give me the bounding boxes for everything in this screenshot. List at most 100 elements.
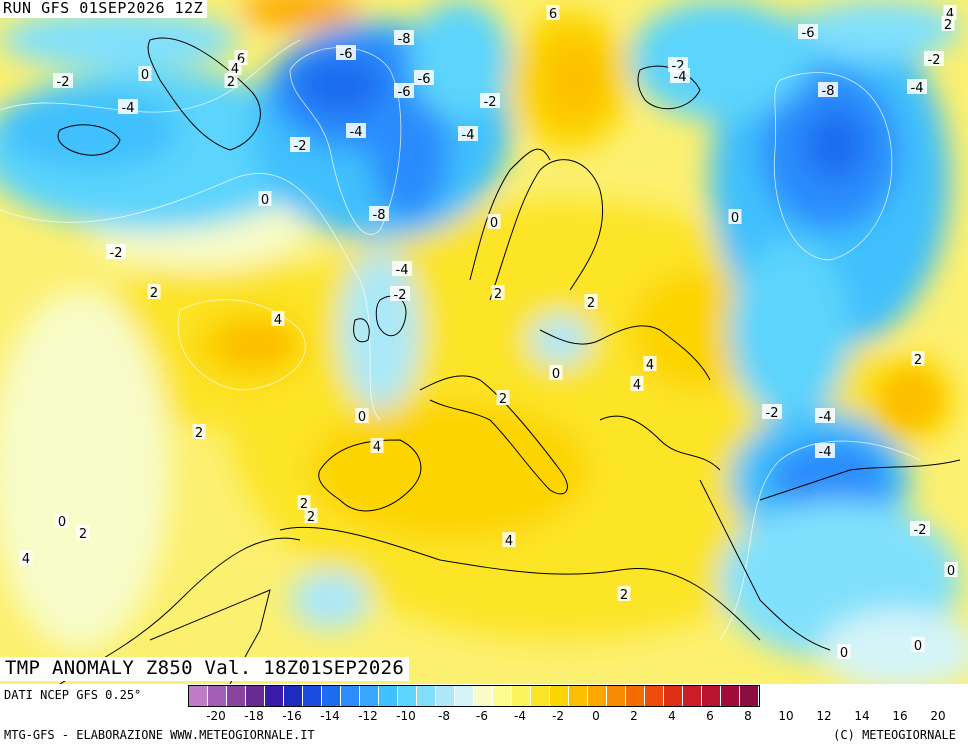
contour-label-bg: [297, 495, 311, 510]
contour-label: 4: [646, 358, 654, 373]
contour-label: 0: [914, 639, 922, 654]
contour-label-bg: [911, 637, 925, 652]
contour-label: -4: [674, 70, 687, 85]
contour-label: 2: [587, 296, 595, 311]
contour-label: -2: [294, 139, 307, 154]
contour-label-bg: [414, 70, 434, 85]
legend-tick-label: 0: [592, 709, 600, 723]
contour-label-bg: [394, 30, 414, 45]
legend-swatch: [341, 686, 360, 706]
contour-label-bg: [643, 356, 657, 371]
contour-label-bg: [369, 206, 389, 221]
legend-tick-label: -4: [514, 709, 526, 723]
contour-label-bg: [670, 68, 690, 83]
contour-label-bg: [798, 24, 818, 39]
contour-label: 2: [307, 510, 315, 525]
contour-label: 4: [633, 378, 641, 393]
legend-swatch: [284, 686, 303, 706]
legend-swatch: [227, 686, 246, 706]
legend-tick-label: -18: [244, 709, 264, 723]
legend-swatch: [531, 686, 550, 706]
contour-label-bg: [546, 5, 560, 20]
contour-label: -2: [914, 523, 927, 538]
contour-label: 2: [914, 353, 922, 368]
contour-label-bg: [19, 550, 33, 565]
legend-swatch: [569, 686, 588, 706]
legend-swatch: [493, 686, 512, 706]
contour-label-bg: [147, 284, 161, 299]
contour-label: 2: [79, 527, 87, 542]
legend-swatch: [379, 686, 398, 706]
contour-label-bg: [480, 93, 500, 108]
contour-label-bg: [390, 286, 410, 301]
contour-label: -4: [350, 125, 363, 140]
coastlines: [57, 37, 961, 684]
contour-label: 0: [358, 410, 366, 425]
contour-label: 0: [731, 211, 739, 226]
contour-label: -6: [802, 26, 815, 41]
contour-label-bg: [394, 83, 414, 98]
contour-label: 6: [549, 7, 557, 22]
contour-label: 2: [227, 75, 235, 90]
legend-tick-label: 10: [778, 709, 794, 723]
contour-label-bg: [76, 525, 90, 540]
contour-label: 4: [274, 313, 282, 328]
legend-swatch: [664, 686, 683, 706]
legend-tick-label: -2: [552, 709, 564, 723]
credit-text: MTG-GFS - ELABORAZIONE WWW.METEOGIORNALE…: [4, 728, 315, 742]
legend-tick-label: 2: [630, 709, 638, 723]
color-legend-ticks: -20 -18 -16 -14 -12 -10 -8 -6 -4 -2 0 2 4 6 8 10 12 14 16 2…: [188, 709, 968, 723]
legend-tick-label: -10: [396, 709, 416, 723]
contour-label-bg: [228, 60, 242, 75]
contour-label-bg: [910, 521, 930, 536]
map-title: TMP ANOMALY Z850 Val. 18Z01SEP2026: [0, 657, 410, 681]
legend-swatch: [208, 686, 227, 706]
legend-tick-label: -14: [320, 709, 340, 723]
contour-label: 0: [261, 193, 269, 208]
legend-swatch: [721, 686, 740, 706]
contour-label: 2: [499, 392, 507, 407]
contour-label: 0: [58, 515, 66, 530]
contour-label: 0: [947, 564, 955, 579]
contour-label: 2: [150, 286, 158, 301]
contour-label-bg: [617, 586, 631, 601]
contour-label: -2: [766, 406, 779, 421]
contour-label: 2: [300, 497, 308, 512]
contour-label-bg: [630, 376, 644, 391]
legend-tick-label: -12: [358, 709, 378, 723]
contour-label: -4: [819, 410, 832, 425]
legend-swatch: [512, 686, 531, 706]
contour-label-bg: [837, 644, 851, 659]
contour-label-bg: [728, 209, 742, 224]
legend-swatch: [436, 686, 455, 706]
legend-swatch: [455, 686, 474, 706]
legend-swatch: [360, 686, 379, 706]
contour-label: -4: [396, 263, 409, 278]
legend-swatch: [740, 686, 759, 706]
contour-label: -6: [398, 85, 411, 100]
legend-tick-label: 20: [930, 709, 946, 723]
legend-tick-label: 14: [854, 709, 870, 723]
legend-tick-label: 16: [892, 709, 908, 723]
contour-label: 6: [237, 52, 245, 67]
legend-swatch: [626, 686, 645, 706]
contour-labels: 6 4-62-8-664-2-2-40-2 2 -6-8 -4-6-2-4-4 -4-20…: [19, 5, 958, 661]
contour-label-bg: [818, 82, 838, 97]
contour-label-bg: [138, 66, 152, 81]
legend-tick-label: -16: [282, 709, 302, 723]
contour-label: -4: [911, 81, 924, 96]
footer: DATI NCEP GFS 0.25° -20 -18 -16 -14 -12 -10 -8…: [0, 684, 968, 745]
legend-swatch: [683, 686, 702, 706]
contour-label-bg: [458, 126, 478, 141]
contour-label-bg: [815, 408, 835, 423]
contour-label: 4: [373, 440, 381, 455]
contour-label: 2: [494, 287, 502, 302]
contour-label-bg: [53, 73, 73, 88]
contour-label-bg: [549, 365, 563, 380]
copyright-text: (C) METEOGIORNALE: [833, 728, 956, 742]
contour-label: -2: [928, 53, 941, 68]
color-legend: [188, 685, 760, 707]
legend-swatch: [322, 686, 341, 706]
contour-label-bg: [392, 261, 412, 276]
legend-swatch: [246, 686, 265, 706]
